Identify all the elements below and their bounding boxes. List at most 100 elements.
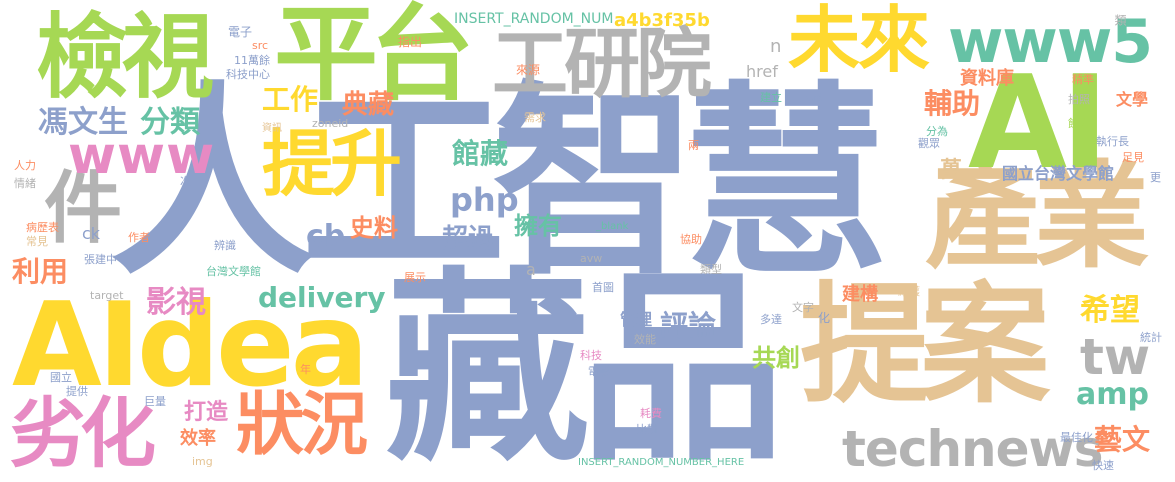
word-fenwei: 分為 bbox=[926, 125, 948, 138]
word-guanli: 管理 bbox=[620, 310, 653, 329]
word-keji: 科技 bbox=[580, 349, 602, 362]
word-gongchuang: 共創 bbox=[752, 344, 800, 372]
word-www: www bbox=[68, 126, 216, 186]
word-a4b3f35b: a4b3f35b bbox=[614, 10, 710, 31]
word-taiwan-wenxueguan: 台灣文學館 bbox=[206, 265, 261, 278]
word-jiangou: 建構 bbox=[842, 284, 878, 305]
word-www5: www5 bbox=[948, 7, 1153, 77]
word-tongji: 統計 bbox=[1140, 331, 1162, 344]
word-gongyanyuan: 工研院 bbox=[492, 19, 712, 108]
word-ai: AI bbox=[968, 49, 1109, 198]
word-liang: 兩 bbox=[688, 139, 699, 152]
word-xiaolv: 效率 bbox=[180, 428, 216, 449]
word-aidea: AIdea bbox=[12, 278, 369, 413]
word-renli: 人力 bbox=[14, 159, 36, 172]
word-nian: 年 bbox=[300, 363, 311, 376]
word-zixun: 資訊 bbox=[262, 123, 282, 134]
word-xiezhu: 協助 bbox=[680, 233, 702, 246]
word-weilai: 未來 bbox=[788, 0, 930, 82]
word-zujian: 足見 bbox=[1122, 151, 1144, 164]
word-fengwensheng: 馮文生 bbox=[38, 105, 128, 140]
word-href: href bbox=[746, 62, 778, 81]
word-zuijiahua: 最佳化 bbox=[1060, 431, 1093, 444]
word-geng: 更 bbox=[1150, 171, 1161, 184]
word-chanye: 產業 bbox=[925, 150, 1149, 284]
word-shiliao: 史料 bbox=[350, 214, 398, 242]
word-yongyou: 擁有 bbox=[514, 212, 562, 240]
word-liyong: 利用 bbox=[12, 255, 69, 288]
word-guancang: 館藏 bbox=[452, 137, 509, 170]
word-guoli-taiwan-wenxueguan: 國立台灣文學館 bbox=[1002, 164, 1115, 183]
word-wenxue: 文學 bbox=[1116, 90, 1149, 109]
word-guoli: 國立 bbox=[50, 371, 72, 384]
word-dianzi: 電子 bbox=[228, 25, 253, 39]
word-technews: technews bbox=[842, 420, 1104, 478]
word-diancang: 典藏 bbox=[342, 90, 395, 120]
word-wan: 萬 bbox=[940, 158, 963, 183]
word-pinglun: 評論 bbox=[660, 309, 717, 342]
word-php: php bbox=[450, 181, 519, 219]
word-qingxu: 情緒 bbox=[14, 177, 36, 190]
word-bianshi: 辨識 bbox=[214, 239, 236, 252]
word-leixing: 類型 bbox=[700, 263, 722, 276]
word-biduì: 比對 bbox=[636, 423, 658, 436]
word-paizhao: 拍照 bbox=[1068, 93, 1090, 106]
word-kejizhongxin: 科技中心 bbox=[226, 68, 270, 81]
word-11wanyu: 11萬餘 bbox=[234, 54, 270, 67]
word-haofei: 耗費 bbox=[640, 407, 662, 420]
word-weihu: 維護 bbox=[898, 285, 920, 298]
word-laiyuan: 來源 bbox=[516, 63, 541, 77]
word-wenzi: 文字 bbox=[792, 301, 814, 314]
word-hua: 化 bbox=[818, 311, 831, 325]
word-zhanshi: 展示 bbox=[404, 271, 426, 284]
word-zhichu: 指出 bbox=[398, 35, 423, 49]
word-rucang: 入藏 bbox=[800, 91, 822, 104]
word-juliang: 巨量 bbox=[144, 395, 166, 408]
word-fenlei: 分類 bbox=[140, 105, 200, 140]
word-zhuangkuang: 狀況 bbox=[236, 386, 368, 465]
word-tigong: 提供 bbox=[66, 385, 88, 398]
word-zuozhe: 作者 bbox=[128, 231, 150, 244]
word-cb: cb bbox=[306, 219, 346, 254]
word-src: src bbox=[252, 39, 269, 52]
word-jianli: 建立 bbox=[760, 91, 782, 104]
word-zhixingzhang: 執行長 bbox=[1096, 135, 1129, 148]
word-ck: ck bbox=[82, 224, 101, 243]
word-duoda: 多達 bbox=[760, 313, 782, 326]
word-ai-rengong-zhihui: 人工智慧 bbox=[110, 65, 888, 303]
word-xiaoneng: 效能 bbox=[634, 333, 656, 346]
word-gongzuo: 工作 bbox=[262, 83, 319, 116]
word-changjian: 常見 bbox=[26, 235, 48, 248]
word-kuaisu: 快速 bbox=[1092, 459, 1114, 472]
word-jingzhun: 精準 bbox=[1072, 73, 1094, 86]
word-ziliaoku: 資料庫 bbox=[960, 68, 1014, 89]
word-jian: 件 bbox=[44, 164, 123, 254]
word-lei: 類 bbox=[1113, 14, 1127, 26]
word-binglibiao: 病歷表 bbox=[26, 221, 59, 234]
word-fuzhu: 輔助 bbox=[924, 87, 981, 120]
word-delivery: delivery bbox=[258, 281, 386, 314]
word-tisheng: 提升 bbox=[262, 122, 402, 206]
word-insert-random-num: INSERT_RANDOM_NUM bbox=[454, 11, 614, 27]
word-tw: tw bbox=[1080, 328, 1151, 386]
word-guanzhong: 觀眾 bbox=[918, 137, 940, 150]
word-amp: amp bbox=[1076, 377, 1149, 412]
word-blank: _blank bbox=[596, 221, 629, 232]
word-zoneid: zoneid bbox=[312, 117, 349, 130]
word-liehua: 劣化 bbox=[10, 389, 156, 478]
word-n: n bbox=[770, 36, 782, 57]
word-insert-random-number-here: INSERT_RANDOM_NUMBER_HERE bbox=[578, 457, 745, 468]
word-chaoguo: 超過 bbox=[442, 224, 495, 254]
word-cangpin: 藏品 bbox=[385, 251, 785, 482]
word-ci: 次 bbox=[180, 175, 191, 188]
word-xiwang: 希望 bbox=[1080, 293, 1140, 328]
word-avw: avw bbox=[580, 252, 603, 265]
word-dazao: 打造 bbox=[184, 400, 229, 425]
word-a: a bbox=[526, 260, 536, 279]
word-yingshi: 影視 bbox=[146, 285, 206, 320]
word-dianying: 電影 bbox=[588, 365, 610, 378]
word-zhangjianzhong: 張建中 bbox=[84, 253, 117, 266]
word-xuqiu: 需求 bbox=[524, 111, 546, 124]
word-jianshi: 檢視 bbox=[36, 4, 214, 111]
